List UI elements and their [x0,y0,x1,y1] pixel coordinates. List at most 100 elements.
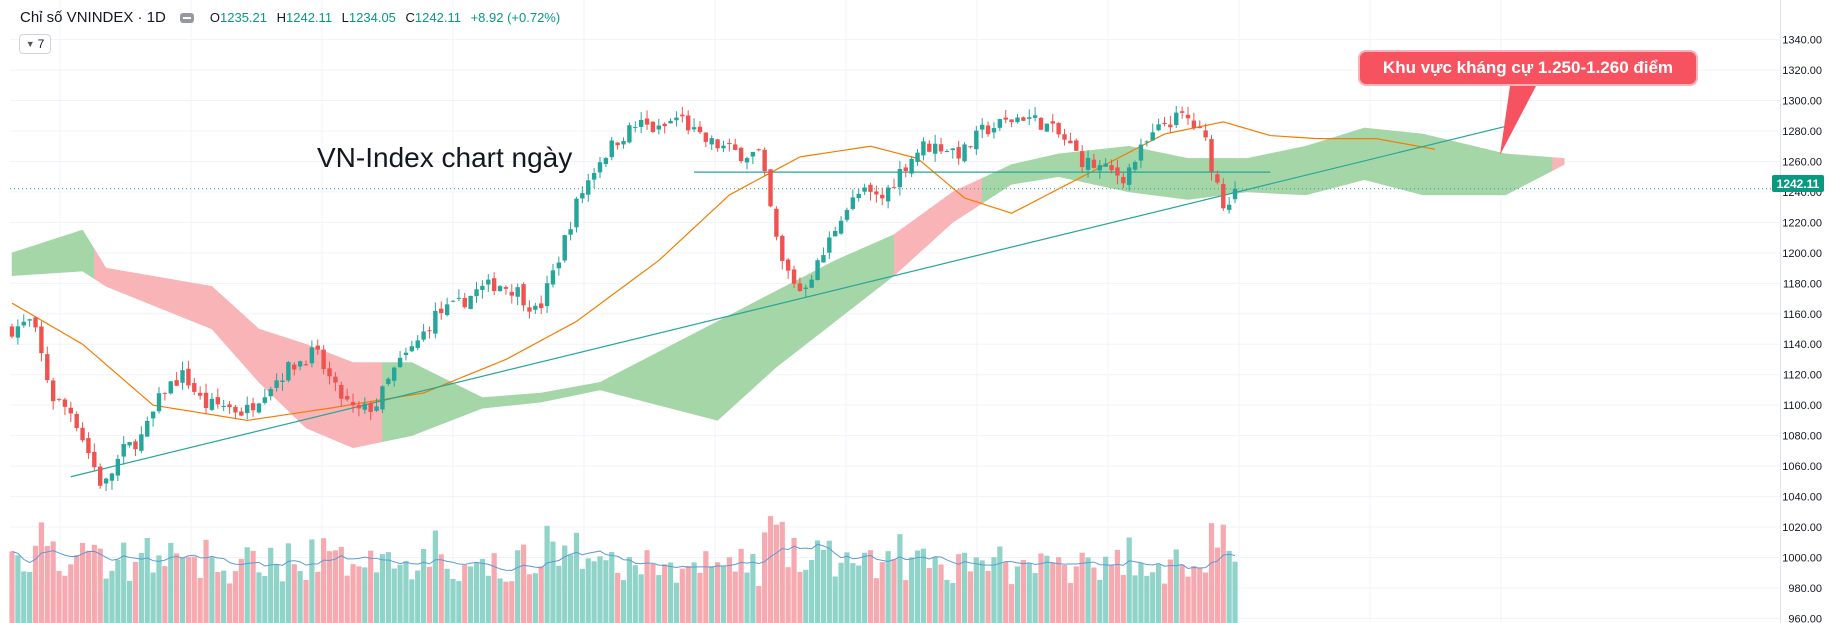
volume-bar-up [109,570,115,623]
candle-up [1027,117,1032,119]
volume-bar-down [1208,523,1215,623]
volume-bar-up [297,570,303,623]
candle-down [439,308,444,314]
candle-up [27,319,32,321]
volume-bar-up [1103,556,1109,623]
cloud-segment-bullish [1187,158,1195,200]
candle-up [468,295,473,309]
candle-up [1127,167,1132,185]
candle-down [239,411,244,416]
cloud-segment-bullish [452,382,460,421]
candle-down [80,427,85,441]
cloud-segment-bullish [629,363,636,400]
volume-bar-down [1050,562,1056,623]
volume-bar-down [491,553,497,623]
cloud-segment-bullish [429,370,436,430]
candle-up [656,125,661,130]
candle-up [1144,141,1150,143]
cloud-segment-bearish [135,272,142,301]
cloud-segment-bullish [417,365,424,434]
cloud-segment-bearish [929,204,936,245]
candle-up [433,310,438,334]
cloud-segment-bearish [94,248,101,284]
cloud-segment-bearish [335,355,342,444]
candle-up [1232,188,1238,200]
volume-bar-up [544,525,550,623]
resistance-callout[interactable]: Khu vực kháng cự 1.250-1.260 điểm [1358,50,1698,86]
cloud-segment-bullish [1540,156,1547,178]
volume-bar-up [597,556,603,623]
volume-bar-down [74,555,80,623]
cloud-segment-bullish [23,246,30,276]
cloud-segment-bullish [1287,148,1295,195]
candle-down [891,187,897,189]
cloud-segment-bearish [141,273,148,304]
volume-bar-down [1038,553,1044,623]
symbol-title[interactable]: Chỉ số VNINDEX · 1D [20,9,166,26]
candle-up [921,141,926,156]
cloud-segment-bullish [35,242,42,275]
candle-up [145,420,150,437]
volume-bar-up [1026,563,1032,623]
volume-bar-down [738,548,744,623]
cloud-segment-bullish [1346,131,1353,185]
candle-up [486,279,491,285]
candle-up [1032,115,1038,118]
volume-bar-up [15,555,21,623]
candle-up [580,193,585,199]
candle-up [103,478,109,484]
candle-down [680,114,685,117]
candle-down [292,364,297,370]
candle-up [421,331,426,340]
volume-bar-up [709,566,715,623]
candles [9,105,1238,491]
candle-up [591,172,597,180]
price-tick-label: 1020.00 [1782,522,1822,534]
cloud-segment-bullish [740,305,748,400]
candle-up [533,305,538,310]
cloud-segment-bullish [564,387,571,398]
volume-bar-down [321,538,327,623]
candle-up [915,152,920,162]
cloud-segment-bullish [1340,133,1348,187]
volume-bar-up [950,583,956,623]
cloud-segment-bearish [329,353,336,441]
cloud-segment-bullish [1246,156,1253,193]
cloud-segment-bullish [593,382,601,392]
collapse-indicators-button[interactable]: ▼ 7 [19,34,51,54]
cloud-segment-bullish [699,327,707,418]
candle-up [691,127,697,130]
volume-bar-down [644,550,650,623]
candle-up [1015,117,1020,123]
volume-bar-up [620,580,627,623]
cloud-segment-bullish [1164,153,1171,198]
candle-down [33,317,38,328]
candle-up [245,404,250,414]
cloud-segment-bearish [970,180,977,212]
candle-up [744,158,750,163]
candle-down [1221,184,1226,209]
volume-bar-down [967,571,974,623]
cloud-segment-bearish [117,269,124,294]
volume-bar-down [956,554,962,623]
candle-down [162,392,168,394]
cloud-segment-bearish [258,328,266,389]
cloud-segment-bullish [1469,145,1477,196]
volume-bar-up [309,539,315,623]
candle-down [1162,122,1167,125]
legend-menu-icon[interactable] [179,12,194,23]
volume-bar-down [1220,524,1226,623]
volume-bar-up [909,557,915,623]
cloud-segment-bullish [1023,160,1030,183]
candle-down [797,283,803,291]
cloud-segment-bearish [276,334,283,406]
candle-up [809,279,814,288]
volume-bar-down [1067,583,1073,623]
volume-bar-up [244,547,250,623]
volume-bar-down [197,577,203,623]
cloud-segment-bullish [1299,145,1306,196]
cloud-segment-bearish [264,330,271,395]
volume-bar-down [344,575,350,623]
cloud-segment-bullish [1534,155,1542,181]
